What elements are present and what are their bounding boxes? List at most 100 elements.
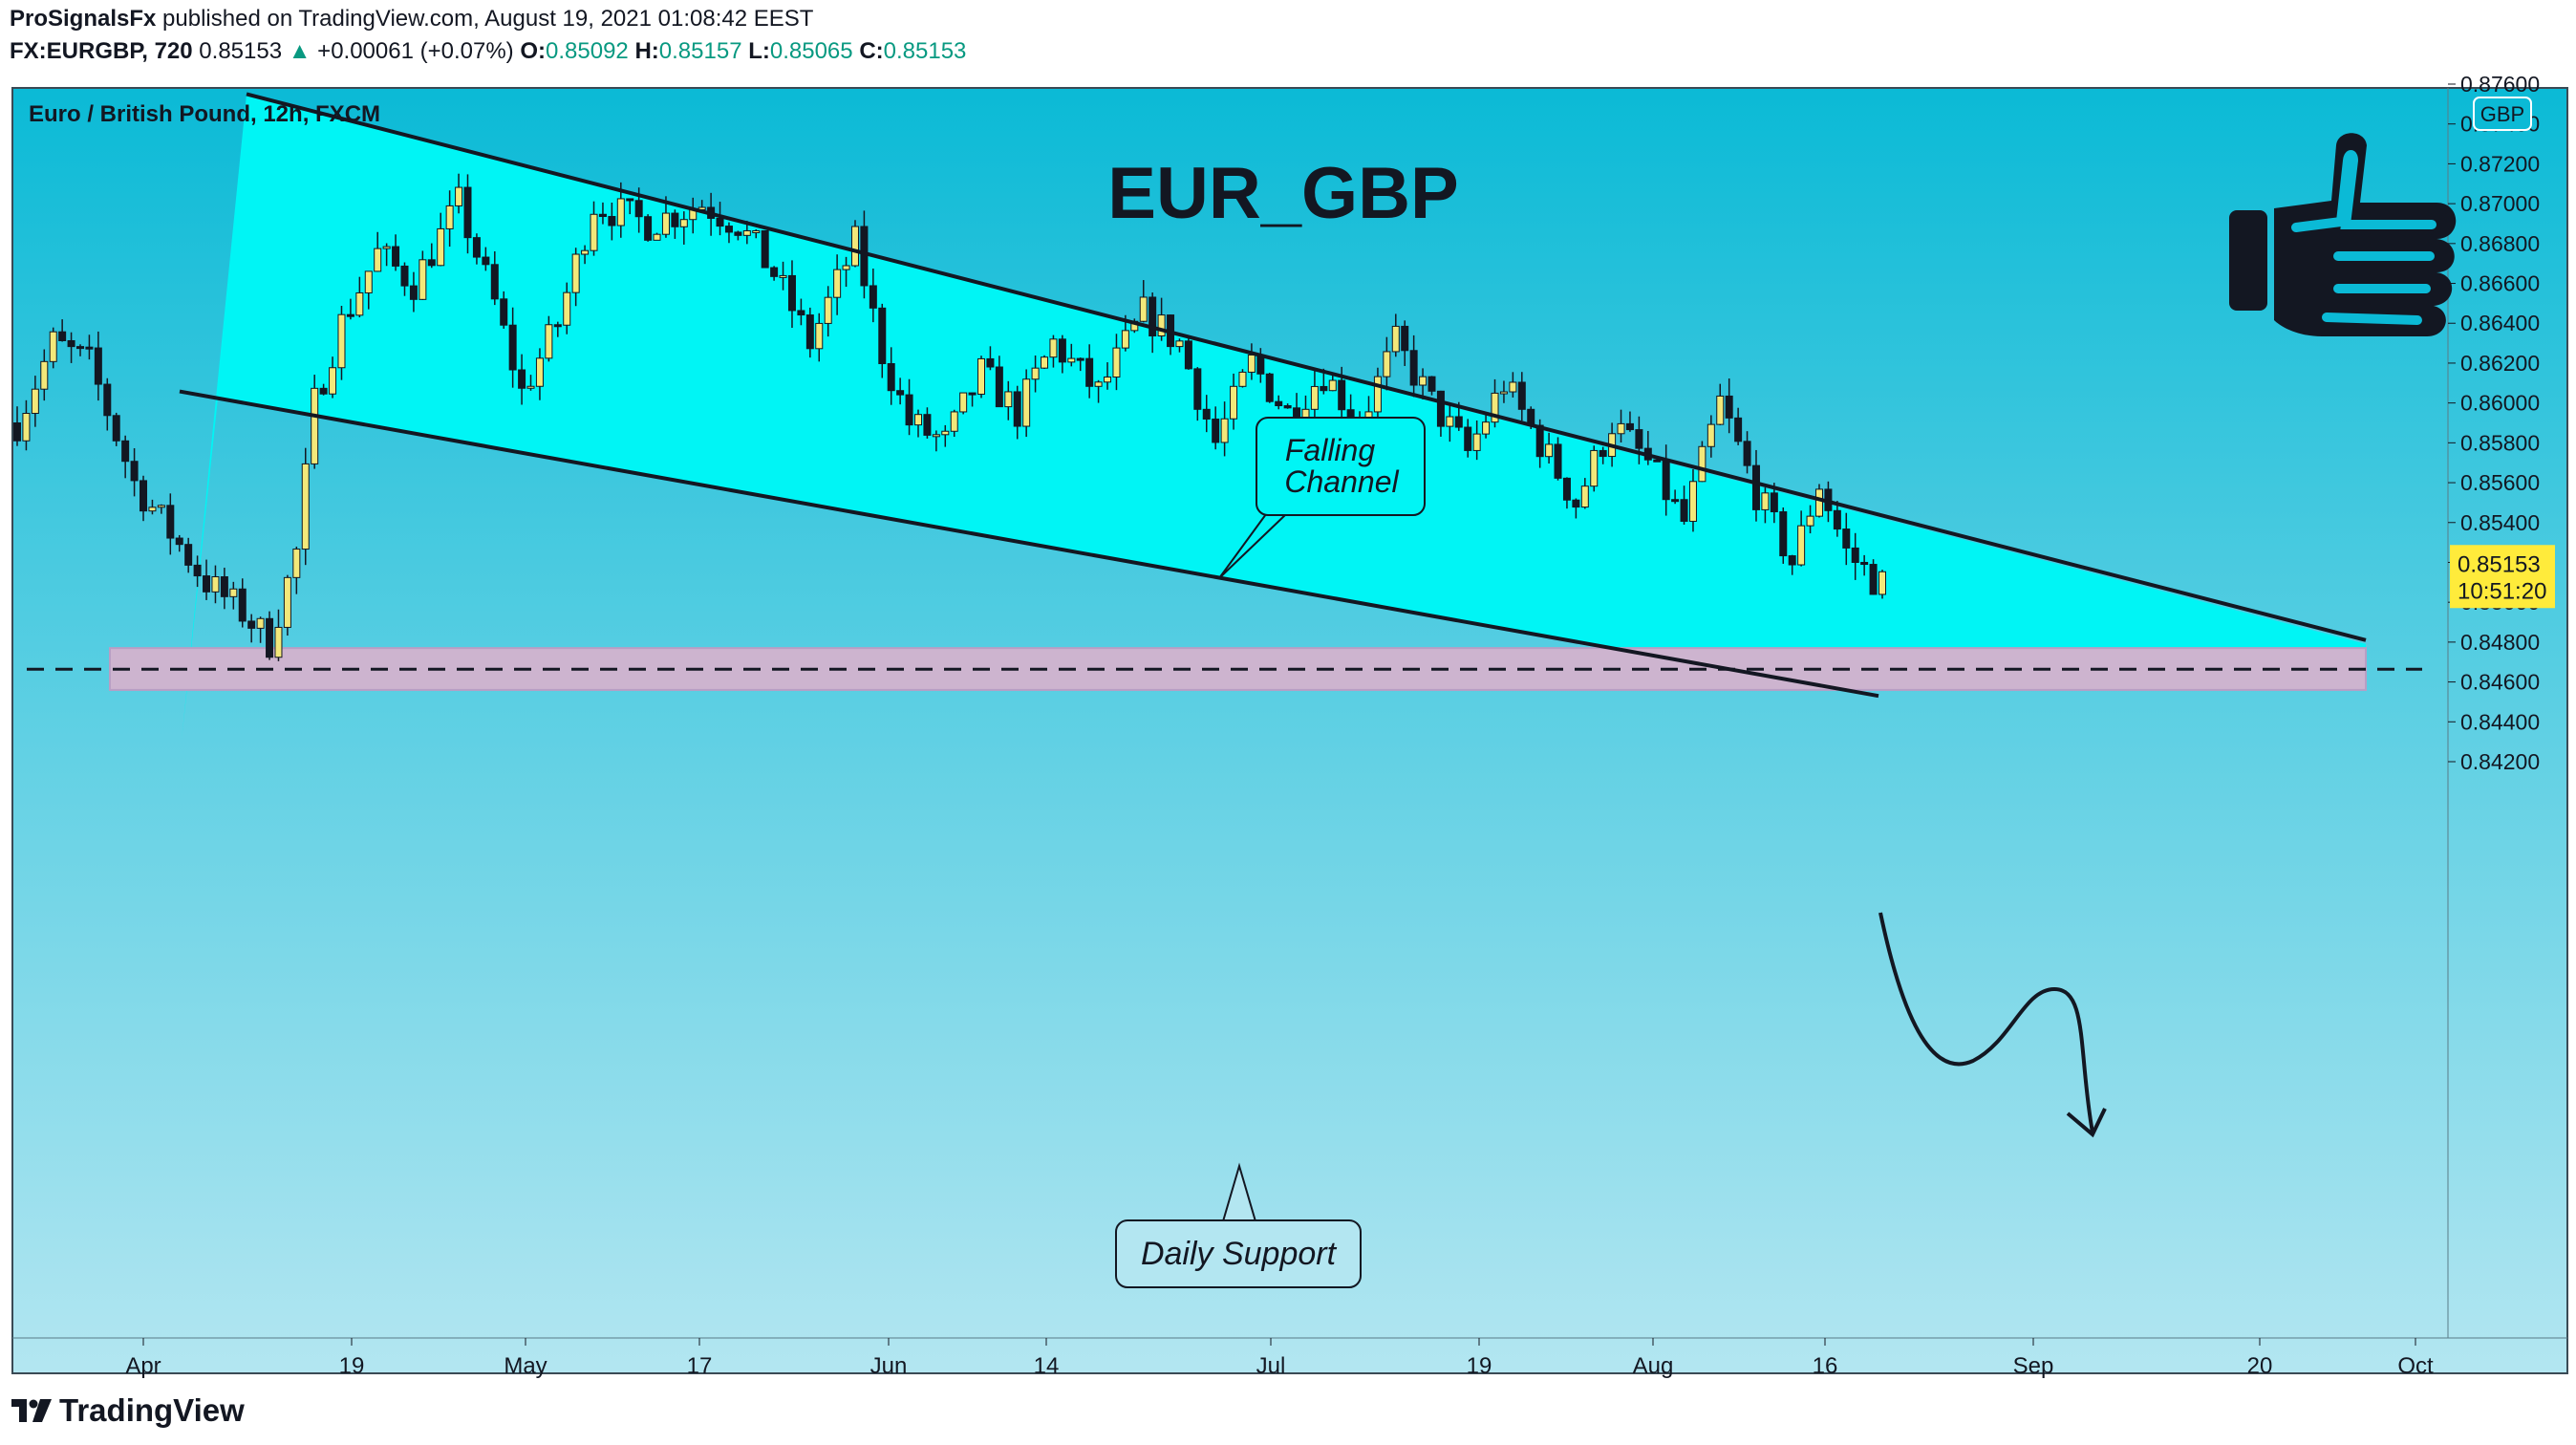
candle-body: [148, 507, 157, 512]
time-tick-label: 14: [1034, 1353, 1060, 1379]
candle-body: [716, 217, 724, 227]
candle-body: [1625, 422, 1634, 431]
daily-support-callout[interactable]: Daily Support: [1115, 1162, 1362, 1288]
channel-upper-line[interactable]: [246, 92, 2367, 642]
candle-body: [211, 576, 220, 593]
candle-body: [1112, 347, 1121, 378]
candle-body: [1076, 357, 1084, 361]
candle-body: [1058, 338, 1066, 363]
falling-channel-callout[interactable]: Falling Channel: [1218, 417, 1426, 579]
projection-arrowhead-icon: [2066, 1108, 2107, 1138]
candle-body: [112, 415, 120, 442]
currency-badge-box: [2473, 97, 2532, 131]
candle-body: [950, 411, 958, 432]
candle-body: [1247, 354, 1256, 373]
time-tick-label: 16: [1813, 1353, 1838, 1379]
publisher-name[interactable]: ProSignalsFx: [10, 6, 157, 32]
candle-body: [616, 198, 625, 226]
candle-body: [1535, 424, 1544, 458]
candle-body: [1554, 443, 1562, 479]
candle-body: [1013, 391, 1021, 427]
time-tick-label: Jul: [1256, 1353, 1286, 1379]
callout-box: [1115, 1219, 1362, 1288]
candle-body: [878, 307, 887, 365]
candle-body: [1310, 385, 1319, 410]
candle-body: [220, 576, 228, 597]
candle-body: [1328, 379, 1337, 392]
currency-badge[interactable]: GBP: [2473, 97, 2532, 131]
candle-body: [329, 367, 337, 395]
candle-body: [1806, 515, 1814, 527]
candle-body: [500, 298, 508, 326]
candle-body: [166, 505, 175, 539]
price-tick-label: 0.84600: [2460, 670, 2540, 695]
candle-body: [869, 285, 877, 309]
candle-body: [346, 313, 354, 317]
candle-body: [400, 265, 409, 287]
candle-body: [31, 388, 39, 415]
candle-body: [661, 212, 670, 235]
symbol-name[interactable]: FX:EURGBP, 720: [10, 38, 193, 64]
time-tick-label: Oct: [2397, 1353, 2434, 1379]
price-tick-label: 0.87000: [2460, 191, 2540, 216]
candle-body: [1428, 376, 1436, 392]
candle-body: [1590, 449, 1599, 487]
price-tick-label: 0.86600: [2460, 271, 2540, 296]
countdown-text: 10:51:20: [2458, 578, 2546, 604]
time-tick-label: Apr: [125, 1353, 161, 1379]
candle-body: [1157, 314, 1166, 337]
candle-body: [986, 357, 995, 368]
candle-body: [959, 392, 968, 413]
candle-body: [1419, 376, 1428, 386]
candle-body: [419, 259, 427, 300]
price-tick-label: 0.86000: [2460, 391, 2540, 416]
channel-lower-line[interactable]: [179, 389, 1879, 699]
candle-body: [842, 265, 850, 270]
tradingview-logo[interactable]: TradingView: [11, 1392, 245, 1429]
price-tick-label: 0.86400: [2460, 311, 2540, 335]
time-axis[interactable]: Apr 19 May 17 Jun 14 Jul 19 Aug 16 Sep 20 Oct: [125, 1338, 2434, 1379]
candle-body: [1716, 395, 1725, 425]
candle-body: [482, 256, 490, 266]
candle-body: [1509, 381, 1517, 393]
time-tick-label: Sep: [2013, 1353, 2054, 1379]
candle-body: [1238, 371, 1247, 387]
candle-body: [1797, 525, 1806, 566]
time-tick-label: 19: [339, 1353, 365, 1379]
projection-path[interactable]: [1878, 912, 2094, 1133]
tradingview-wordmark: TradingView: [59, 1392, 245, 1428]
candle-body: [787, 274, 796, 312]
time-tick-label: Aug: [1633, 1353, 1674, 1379]
candle-body: [1743, 441, 1751, 466]
candle-body: [553, 324, 562, 328]
candle-body: [581, 249, 590, 255]
candle-body: [805, 314, 814, 350]
candle-body: [770, 267, 779, 277]
candle-body: [734, 231, 742, 236]
candle-body: [1499, 391, 1508, 395]
publish-info: ProSignalsFx published on TradingView.co…: [10, 6, 813, 32]
candle-body: [1617, 422, 1625, 435]
candle-body: [1788, 555, 1796, 566]
candle-body: [301, 463, 310, 550]
candle-body: [382, 246, 391, 249]
candle-body: [563, 291, 571, 326]
time-tick-label: Jun: [870, 1353, 908, 1379]
price-tick-label: 0.85400: [2460, 510, 2540, 535]
candle-body: [229, 588, 238, 597]
candle-body: [1599, 449, 1607, 458]
open-value: 0.85092: [546, 38, 629, 64]
candle-body: [995, 366, 1003, 408]
candle-body: [76, 346, 85, 350]
candle-body: [968, 392, 977, 396]
candle-body: [1121, 330, 1129, 349]
candle-body: [1220, 418, 1229, 443]
candle-body: [283, 576, 291, 628]
candle-body: [590, 213, 598, 251]
candle-body: [1265, 373, 1274, 402]
candle-body: [157, 505, 165, 508]
candle-body: [508, 324, 517, 371]
candle-body: [598, 213, 607, 218]
candle-body: [1707, 423, 1715, 447]
